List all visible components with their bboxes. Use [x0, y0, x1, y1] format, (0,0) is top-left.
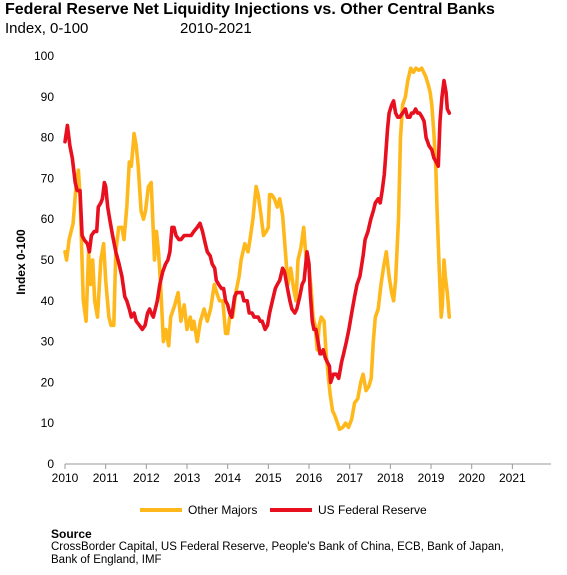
y-tick-label: 40 — [41, 294, 55, 308]
x-tick-label: 2012 — [133, 471, 160, 485]
x-tick-label: 2010 — [52, 471, 79, 485]
legend-swatch-us-federal-reserve — [270, 508, 312, 512]
legend-label-us-federal-reserve: US Federal Reserve — [318, 503, 427, 517]
legend-item-other-majors: Other Majors — [140, 500, 257, 520]
x-tick-label: 2017 — [336, 471, 363, 485]
x-tick-label: 2015 — [255, 471, 282, 485]
series-line-us-federal-reserve — [63, 78, 452, 385]
source-heading: Source — [51, 527, 92, 541]
y-tick-label: 30 — [41, 335, 55, 349]
source-line-1: CrossBorder Capital, US Federal Reserve,… — [51, 541, 504, 553]
y-axis-label: Index 0-100 — [14, 229, 28, 295]
y-tick-label: 0 — [47, 457, 54, 471]
x-tick-label: 2019 — [418, 471, 445, 485]
source-line-2: Bank of England, IMF — [51, 554, 162, 566]
x-tick-label: 2018 — [377, 471, 404, 485]
legend: Other Majors US Federal Reserve — [140, 500, 440, 520]
y-tick-label: 90 — [41, 90, 55, 104]
chart-subtitle: Index, 0-100 2010-2021 — [5, 20, 252, 37]
y-tick-label: 100 — [34, 49, 54, 63]
x-tick-label: 2013 — [174, 471, 201, 485]
x-tick-labels: 2010 2011 2012 2013 2014 2015 2016 2017 2018 2019… — [52, 471, 526, 485]
y-tick-label: 20 — [41, 375, 55, 389]
x-tick-label: 2014 — [214, 471, 241, 485]
source-note: Source CrossBorder Capital, US Federal R… — [51, 528, 504, 567]
chart-axes — [64, 463, 551, 469]
x-tick-label: 2016 — [296, 471, 323, 485]
series-lines — [63, 66, 452, 432]
y-tick-label: 10 — [41, 416, 55, 430]
y-tick-label: 80 — [41, 131, 55, 145]
x-tick-label: 2020 — [458, 471, 485, 485]
x-tick-label: 2021 — [499, 471, 526, 485]
x-tick-label: 2011 — [93, 471, 119, 485]
series-line-other-majors — [63, 66, 452, 432]
chart-title: Federal Reserve Net Liquidity Injections… — [5, 1, 495, 18]
y-tick-labels: 0 10 20 30 40 50 60 70 80 90 100 — [34, 49, 54, 471]
y-tick-label: 70 — [41, 171, 55, 185]
y-tick-label: 50 — [41, 253, 55, 267]
y-tick-label: 60 — [41, 212, 55, 226]
legend-swatch-other-majors — [140, 508, 182, 512]
unit-label: Index, 0-100 — [5, 20, 89, 37]
legend-item-us-federal-reserve: US Federal Reserve — [270, 500, 427, 520]
legend-label-other-majors: Other Majors — [188, 503, 258, 517]
date-range-label: 2010-2021 — [180, 20, 252, 37]
